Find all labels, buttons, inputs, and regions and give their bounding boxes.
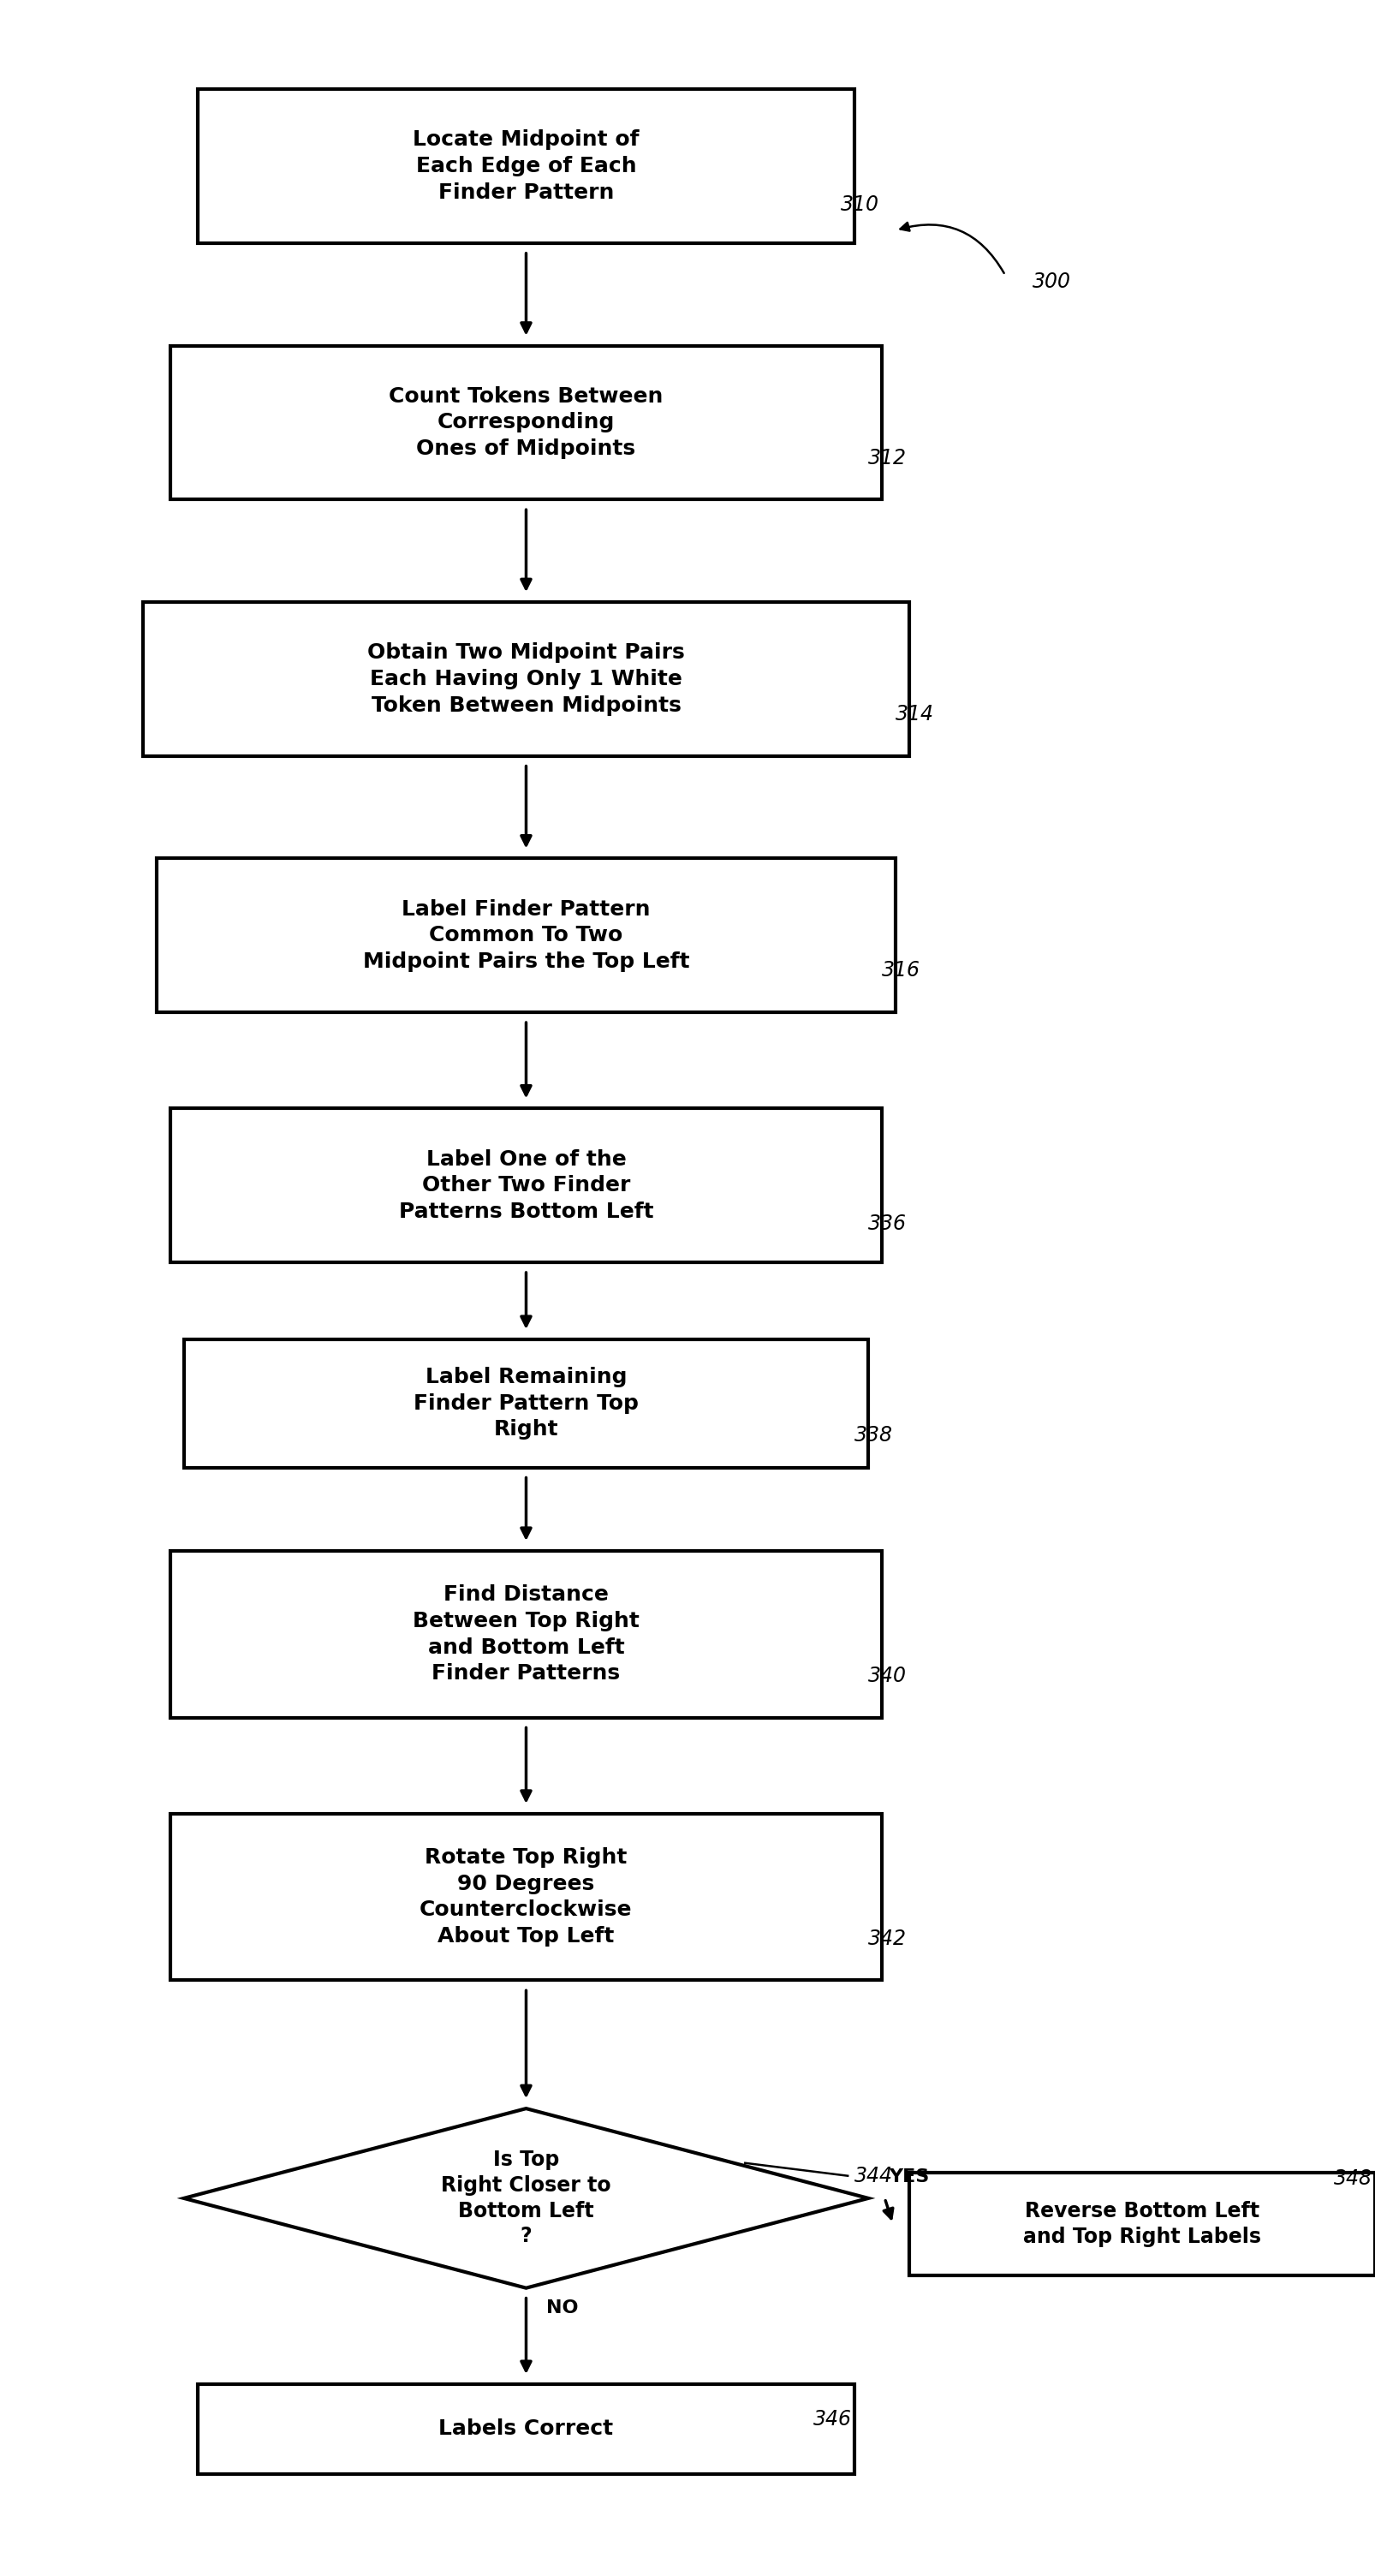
Text: 336: 336	[868, 1213, 907, 1234]
Text: Find Distance
Between Top Right
and Bottom Left
Finder Patterns: Find Distance Between Top Right and Bott…	[413, 1584, 639, 1685]
Text: Count Tokens Between
Corresponding
Ones of Midpoints: Count Tokens Between Corresponding Ones …	[388, 386, 663, 459]
Text: NO: NO	[546, 2300, 578, 2316]
Polygon shape	[184, 2110, 868, 2287]
Text: 300: 300	[1032, 270, 1071, 291]
Text: YES: YES	[889, 2169, 929, 2184]
Text: 314: 314	[896, 703, 935, 724]
Text: 344: 344	[854, 2166, 893, 2187]
Text: Is Top
Right Closer to
Bottom Left
?: Is Top Right Closer to Bottom Left ?	[441, 2151, 612, 2246]
Text: 338: 338	[854, 1425, 893, 1445]
Text: Obtain Two Midpoint Pairs
Each Having Only 1 White
Token Between Midpoints: Obtain Two Midpoint Pairs Each Having On…	[368, 641, 685, 716]
FancyBboxPatch shape	[910, 2172, 1375, 2275]
Text: Locate Midpoint of
Each Edge of Each
Finder Pattern: Locate Midpoint of Each Edge of Each Fin…	[413, 129, 639, 204]
Text: 340: 340	[868, 1667, 907, 1687]
FancyBboxPatch shape	[157, 858, 896, 1012]
Text: Reverse Bottom Left
and Top Right Labels: Reverse Bottom Left and Top Right Labels	[1024, 2200, 1261, 2246]
FancyBboxPatch shape	[171, 345, 882, 500]
Text: 310: 310	[841, 193, 879, 214]
Text: Label One of the
Other Two Finder
Patterns Bottom Left: Label One of the Other Two Finder Patter…	[398, 1149, 653, 1221]
FancyBboxPatch shape	[184, 1340, 868, 1468]
Text: 346: 346	[814, 2409, 852, 2429]
Text: 316: 316	[882, 961, 921, 981]
Text: Labels Correct: Labels Correct	[438, 2419, 613, 2439]
Text: 342: 342	[868, 1929, 907, 1950]
Text: 312: 312	[868, 448, 907, 469]
Text: Label Remaining
Finder Pattern Top
Right: Label Remaining Finder Pattern Top Right	[413, 1368, 638, 1440]
FancyBboxPatch shape	[171, 1108, 882, 1262]
FancyBboxPatch shape	[197, 2385, 854, 2473]
Text: Rotate Top Right
90 Degrees
Counterclockwise
About Top Left: Rotate Top Right 90 Degrees Counterclock…	[420, 1847, 632, 1947]
FancyBboxPatch shape	[143, 603, 910, 755]
FancyBboxPatch shape	[171, 1551, 882, 1718]
Text: 348: 348	[1334, 2169, 1372, 2190]
FancyBboxPatch shape	[197, 90, 854, 242]
Text: Label Finder Pattern
Common To Two
Midpoint Pairs the Top Left: Label Finder Pattern Common To Two Midpo…	[363, 899, 689, 971]
FancyBboxPatch shape	[171, 1814, 882, 1981]
